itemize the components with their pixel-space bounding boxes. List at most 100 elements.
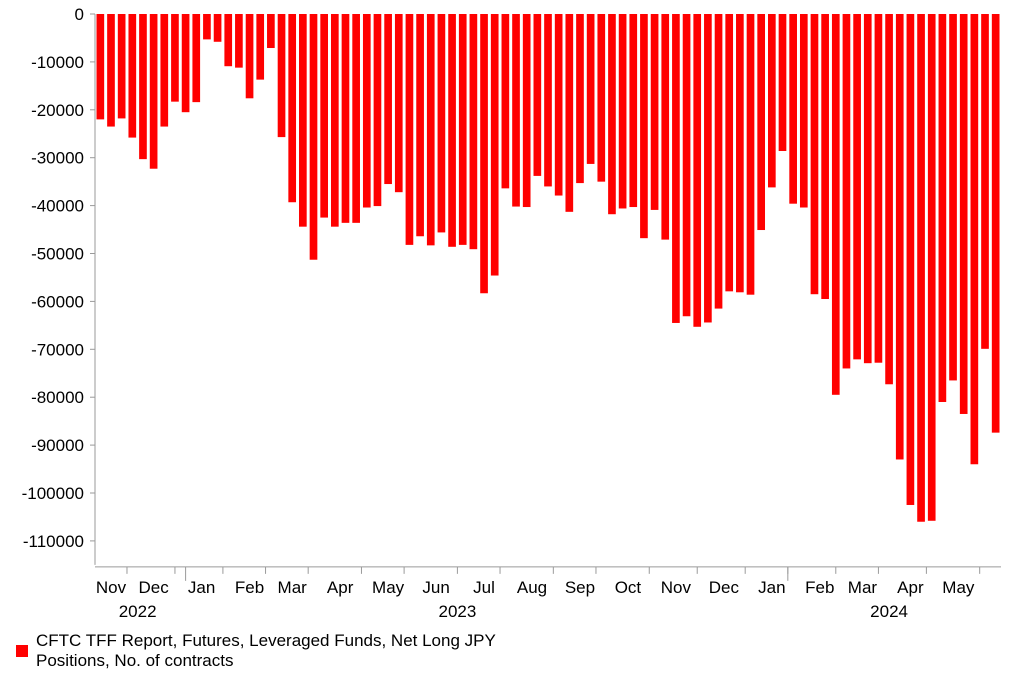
bar	[757, 14, 766, 231]
x-tick-label: Sep	[565, 578, 595, 597]
bar	[181, 14, 190, 113]
y-tick-label: -40000	[31, 197, 84, 216]
bar	[458, 14, 467, 245]
bar	[842, 14, 851, 369]
bar	[277, 14, 286, 138]
bar	[959, 14, 968, 414]
bar-series	[96, 14, 1000, 522]
x-tick-label: Jan	[758, 578, 785, 597]
bar	[416, 14, 424, 237]
x-tick-label: Jul	[473, 578, 495, 597]
x-tick-label: Mar	[278, 578, 308, 597]
bar	[235, 14, 243, 68]
bar	[352, 14, 360, 223]
bar	[672, 14, 680, 323]
bar	[789, 14, 797, 204]
bar	[224, 14, 233, 67]
x-tick-label: Mar	[848, 578, 878, 597]
bar	[704, 14, 712, 323]
bar	[437, 14, 446, 233]
y-axis: 0 -10000 -20000 -30000 -40000 -50000 -60000 -70…	[22, 5, 96, 565]
bar	[384, 14, 392, 185]
bar	[821, 14, 829, 300]
bar	[309, 14, 318, 260]
bar	[117, 14, 126, 119]
bar	[288, 14, 297, 203]
bar	[341, 14, 350, 223]
bar-chart: 0 -10000 -20000 -30000 -40000 -50000 -60000 -70…	[22, 5, 1001, 621]
bar	[469, 14, 478, 250]
bar	[149, 14, 158, 169]
bar	[693, 14, 702, 327]
y-tick-label: -50000	[31, 245, 84, 264]
bar	[917, 14, 925, 522]
bar	[192, 14, 201, 103]
y-tick-label: -80000	[31, 388, 84, 407]
bar	[586, 14, 595, 164]
bar	[640, 14, 648, 239]
bar	[906, 14, 915, 505]
x-tick-label: Oct	[615, 578, 642, 597]
bar	[96, 14, 105, 120]
bar	[267, 14, 275, 49]
bar	[373, 14, 382, 207]
x-tick-label: Aug	[517, 578, 547, 597]
bar	[927, 14, 936, 521]
bar	[501, 14, 510, 189]
x-tick-label: Nov	[96, 578, 127, 597]
bar	[831, 14, 840, 395]
x-tick-label: Jan	[188, 578, 215, 597]
bar	[299, 14, 307, 227]
bar	[895, 14, 904, 460]
bar	[746, 14, 755, 295]
bar	[490, 14, 499, 276]
bar	[330, 14, 339, 227]
x-tick-label: Apr	[327, 578, 354, 597]
bar	[725, 14, 734, 292]
legend-swatch	[16, 645, 28, 657]
bar	[426, 14, 435, 246]
bar	[608, 14, 616, 215]
x-tick-label: Dec	[709, 578, 740, 597]
y-tick-label: -30000	[31, 149, 84, 168]
y-tick-label: -110000	[23, 532, 84, 551]
bar	[362, 14, 371, 208]
bar	[565, 14, 574, 212]
bar	[714, 14, 723, 309]
bar	[981, 14, 989, 349]
bar	[767, 14, 776, 188]
bar	[778, 14, 787, 151]
bar	[736, 14, 744, 293]
bar	[139, 14, 147, 160]
bar	[405, 14, 414, 245]
bar	[160, 14, 169, 127]
bar	[799, 14, 808, 208]
legend: CFTC TFF Report, Futures, Leveraged Fund…	[16, 631, 556, 671]
bar	[448, 14, 456, 247]
bar	[810, 14, 819, 295]
bar	[128, 14, 137, 138]
bar	[853, 14, 861, 360]
x-tick-label: Apr	[897, 578, 924, 597]
y-tick-label: -70000	[31, 340, 84, 359]
bar	[874, 14, 883, 363]
bar	[203, 14, 211, 40]
bar	[554, 14, 563, 196]
bar	[512, 14, 520, 207]
bar	[991, 14, 1000, 433]
bar	[863, 14, 872, 364]
y-tick-label: -20000	[31, 101, 84, 120]
bar	[320, 14, 329, 218]
bar	[661, 14, 670, 240]
x-tick-label: Feb	[235, 578, 264, 597]
x-tick-label: Jun	[422, 578, 449, 597]
y-tick-label: -60000	[31, 292, 84, 311]
bar	[522, 14, 531, 208]
x-tick-label: May	[372, 578, 405, 597]
bar	[618, 14, 627, 209]
bar	[629, 14, 638, 208]
bar	[576, 14, 584, 184]
y-tick-label: -90000	[31, 436, 84, 455]
bar	[597, 14, 606, 182]
